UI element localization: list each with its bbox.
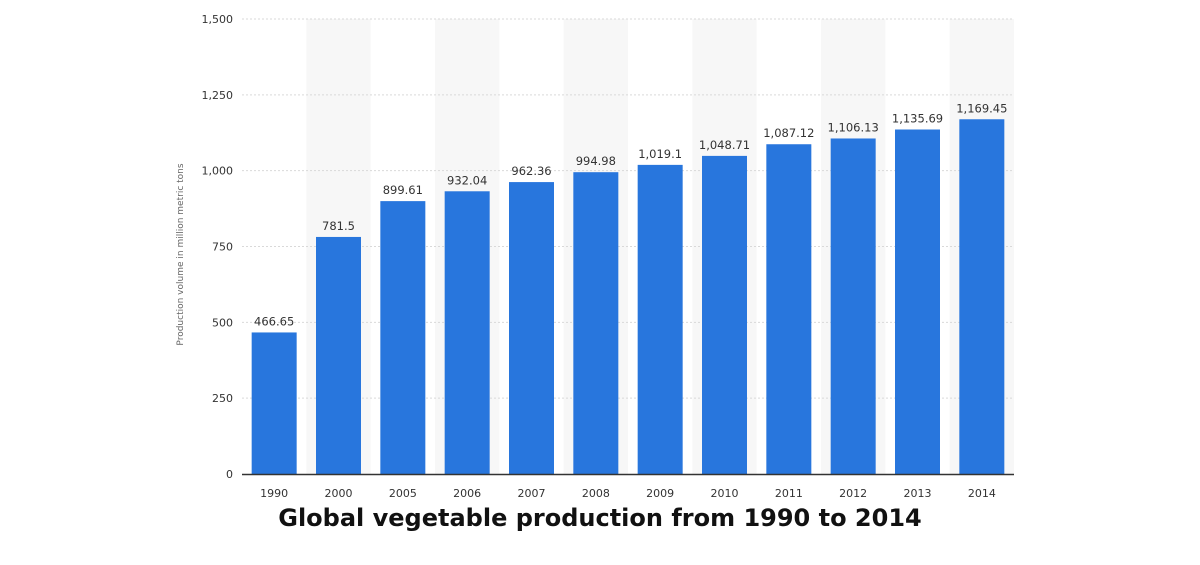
bar <box>766 144 812 474</box>
x-tick-label: 2007 <box>518 487 546 500</box>
data-label: 781.5 <box>322 219 355 233</box>
bar <box>380 201 426 475</box>
bar <box>830 138 876 474</box>
y-tick-label: 250 <box>212 392 233 405</box>
y-tick-label: 500 <box>212 316 233 329</box>
x-tick-label: 2000 <box>325 487 353 500</box>
bar <box>509 182 554 474</box>
x-tick-label: 2013 <box>904 487 932 500</box>
y-axis-title: Production volume in million metric tons <box>176 163 186 345</box>
y-tick-label: 1,000 <box>202 165 234 178</box>
data-label: 962.36 <box>511 164 551 178</box>
x-tick-label: 1990 <box>260 487 288 500</box>
chart: 466.65 781.5 899.61 932.04 962.36 994.98 1,019… <box>176 13 1014 500</box>
bar <box>959 119 1005 474</box>
x-tick-label: 2009 <box>646 487 674 500</box>
data-label: 1,048.71 <box>699 138 750 152</box>
bar <box>637 164 683 475</box>
bar <box>895 129 940 474</box>
y-axis-ticks: 0 250 500 750 1,000 1,250 1,500 <box>202 13 234 481</box>
x-axis-ticks: 1990 2000 2005 2006 2007 2008 2009 2010 2011 2012… <box>260 487 996 500</box>
bar <box>573 172 619 475</box>
data-label: 1,087.12 <box>763 126 814 140</box>
x-tick-label: 2008 <box>582 487 610 500</box>
x-tick-label: 2010 <box>711 487 739 500</box>
data-label: 466.65 <box>254 314 294 328</box>
data-label: 1,135.69 <box>892 112 943 126</box>
data-label: 1,169.45 <box>956 101 1007 115</box>
y-tick-label: 1,500 <box>202 13 234 26</box>
value-labels: 466.65 781.5 899.61 932.04 962.36 994.98 1,019… <box>254 101 1007 328</box>
y-tick-label: 1,250 <box>202 89 234 102</box>
x-tick-label: 2005 <box>389 487 417 500</box>
bar <box>251 332 297 474</box>
gridlines <box>242 18 1014 399</box>
x-tick-label: 2014 <box>968 487 996 500</box>
data-label: 932.04 <box>447 173 487 187</box>
bar-chart: 466.65 781.5 899.61 932.04 962.36 994.98 1,019… <box>176 13 1014 500</box>
data-label: 1,106.13 <box>828 120 879 134</box>
bar <box>316 236 361 474</box>
y-tick-label: 750 <box>212 241 233 254</box>
x-tick-label: 2012 <box>839 487 867 500</box>
data-label: 899.61 <box>383 183 423 197</box>
x-tick-label: 2011 <box>775 487 803 500</box>
bars <box>251 119 1005 475</box>
y-tick-label: 0 <box>226 468 233 481</box>
chart-title: Global vegetable production from 1990 to… <box>278 504 922 532</box>
bar <box>702 155 747 474</box>
data-label: 1,019.1 <box>638 147 682 161</box>
x-tick-label: 2006 <box>453 487 481 500</box>
bar <box>444 191 490 475</box>
data-label: 994.98 <box>576 154 616 168</box>
